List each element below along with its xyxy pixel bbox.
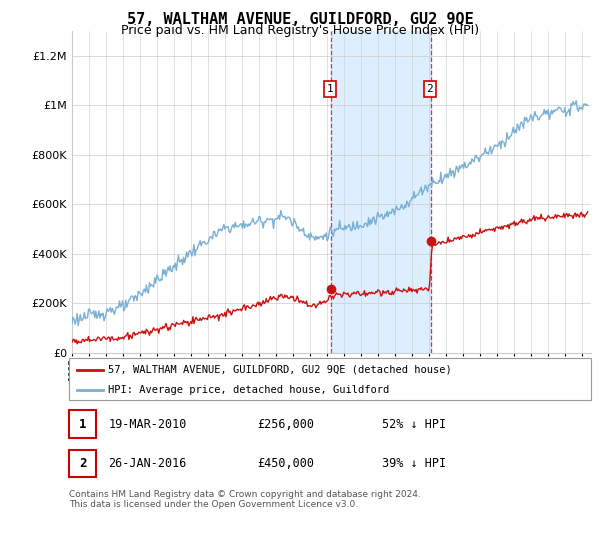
Text: 1: 1 [79, 418, 86, 431]
Text: 2: 2 [79, 457, 86, 470]
FancyBboxPatch shape [69, 450, 96, 477]
Text: Contains HM Land Registry data © Crown copyright and database right 2024.
This d: Contains HM Land Registry data © Crown c… [69, 490, 421, 510]
Text: 39% ↓ HPI: 39% ↓ HPI [382, 457, 446, 470]
Bar [331, 31, 431, 353]
Text: HPI: Average price, detached house, Guildford: HPI: Average price, detached house, Guil… [108, 385, 389, 395]
Text: 57, WALTHAM AVENUE, GUILDFORD, GU2 9QE (detached house): 57, WALTHAM AVENUE, GUILDFORD, GU2 9QE (… [108, 365, 452, 375]
Text: 1: 1 [326, 84, 334, 94]
Text: Price paid vs. HM Land Registry's House Price Index (HPI): Price paid vs. HM Land Registry's House … [121, 24, 479, 36]
Text: 19-MAR-2010: 19-MAR-2010 [108, 418, 187, 431]
FancyBboxPatch shape [69, 358, 591, 400]
FancyBboxPatch shape [69, 410, 96, 438]
Text: £256,000: £256,000 [257, 418, 314, 431]
Text: 2: 2 [427, 84, 433, 94]
Text: 57, WALTHAM AVENUE, GUILDFORD, GU2 9QE: 57, WALTHAM AVENUE, GUILDFORD, GU2 9QE [127, 12, 473, 27]
Text: 26-JAN-2016: 26-JAN-2016 [108, 457, 187, 470]
Text: £450,000: £450,000 [257, 457, 314, 470]
Text: 52% ↓ HPI: 52% ↓ HPI [382, 418, 446, 431]
